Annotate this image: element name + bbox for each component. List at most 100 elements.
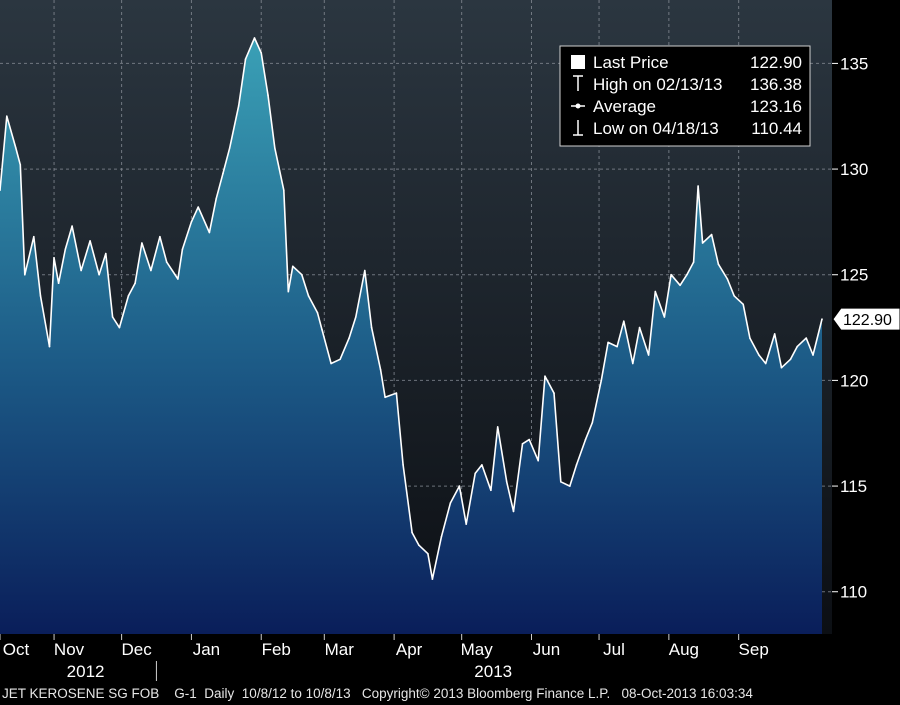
price-point (607, 341, 609, 344)
price-point (307, 295, 310, 297)
price-point (679, 284, 681, 287)
price-point (197, 206, 199, 208)
price-point (512, 510, 515, 513)
x-month-label: Dec (121, 640, 152, 659)
price-point (805, 337, 807, 339)
price-point (379, 369, 382, 371)
price-point (228, 147, 231, 149)
price-point (560, 481, 562, 483)
legend-average-icon-dot (575, 103, 581, 109)
x-month-label: Feb (262, 640, 291, 659)
price-point (474, 472, 477, 475)
legend-label: Last Price (593, 53, 669, 72)
price-point (553, 392, 555, 394)
price-chart-svg: 110 115 120 125 130 135 Oct Nov Dec Jan Feb Mar Apr M… (0, 0, 900, 681)
x-month-label: Nov (54, 640, 85, 659)
price-point (431, 578, 434, 580)
price-point (384, 396, 386, 399)
x-month-label: Jun (533, 640, 560, 659)
legend-label: Average (593, 97, 656, 116)
price-point (663, 316, 666, 318)
price-point (339, 358, 341, 361)
price-point (165, 261, 168, 263)
chart-footer: JET KEROSENE SG FOB G-1 Daily 10/8/12 to… (0, 683, 900, 705)
price-point (301, 273, 303, 276)
price-point (321, 328, 323, 331)
price-point (632, 362, 634, 365)
price-point (127, 295, 130, 297)
price-point (670, 273, 672, 276)
price-point (710, 233, 713, 236)
price-point (57, 282, 60, 285)
price-point (647, 354, 650, 356)
price-point (449, 502, 452, 504)
price-point (537, 459, 539, 462)
price-point (19, 164, 22, 166)
price-point (697, 185, 699, 187)
price-point (616, 345, 618, 348)
price-point (89, 240, 91, 242)
price-point (490, 489, 492, 492)
legend-value: 122.90 (750, 53, 802, 72)
price-point (267, 94, 269, 96)
price-point (600, 379, 603, 382)
price-point (0, 189, 1, 191)
y-tick-label: 110 (840, 583, 867, 602)
price-point (118, 326, 121, 329)
price-point (80, 269, 82, 272)
legend-value: 136.38 (750, 75, 802, 94)
price-point (48, 345, 51, 348)
price-point (742, 303, 744, 306)
price-point (458, 485, 461, 487)
x-month-label: Jan (193, 640, 220, 659)
price-point (215, 197, 217, 200)
price-area-fill (0, 38, 822, 634)
legend-value: 123.16 (750, 97, 802, 116)
price-point (440, 536, 443, 538)
price-point (591, 421, 594, 424)
y-tick-label: 125 (840, 266, 868, 285)
x-year-label: 2013 (474, 662, 512, 681)
price-point (24, 273, 26, 276)
price-point (274, 147, 276, 149)
price-point (544, 375, 546, 378)
y-tick-label: 115 (840, 477, 867, 496)
price-point (237, 104, 240, 107)
price-point (584, 438, 587, 441)
price-point (758, 354, 760, 356)
price-point (654, 290, 657, 293)
price-point (764, 362, 767, 365)
last-price-tag-label: 122.90 (843, 312, 892, 329)
price-point (773, 333, 776, 335)
price-point (15, 147, 17, 149)
price-point (733, 295, 735, 297)
x-month-label: Jul (603, 640, 625, 659)
price-point (134, 282, 136, 285)
x-month-label: May (461, 640, 494, 659)
price-point (749, 337, 751, 339)
price-point (411, 531, 413, 534)
price-point (465, 523, 468, 525)
price-point (395, 392, 398, 394)
legend-label: Low on 04/18/13 (593, 119, 719, 138)
x-month-label: Aug (669, 640, 699, 659)
price-point (812, 354, 814, 356)
price-point (177, 278, 179, 280)
price-point (638, 326, 641, 329)
price-point (575, 464, 578, 466)
price-point (111, 316, 114, 318)
price-point (355, 316, 357, 318)
price-point (316, 312, 319, 314)
price-point (528, 438, 530, 441)
price-point (244, 58, 247, 60)
price-point (686, 273, 688, 276)
price-point (821, 318, 823, 320)
x-month-label: Mar (325, 640, 355, 659)
price-point (98, 273, 100, 276)
price-point (418, 544, 420, 546)
price-point (222, 172, 224, 175)
price-point (150, 269, 152, 272)
price-point (33, 235, 35, 238)
price-point (190, 221, 193, 223)
